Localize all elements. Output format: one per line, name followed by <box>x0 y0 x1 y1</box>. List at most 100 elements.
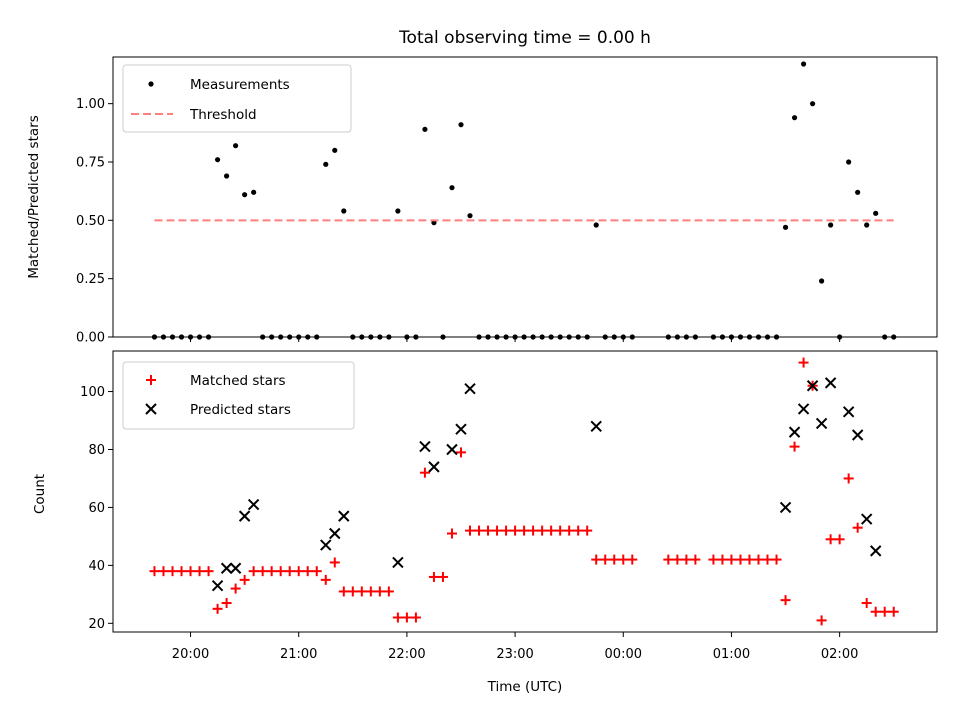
matched-point <box>329 557 340 568</box>
matched-point <box>510 525 521 536</box>
measurement-point <box>855 189 861 195</box>
matched-point <box>546 525 557 536</box>
y-tick-label: 60 <box>88 501 105 516</box>
bottom-axes: Count Time (UTC) 20 40 60 80 100 20:00 21:00 22… <box>32 350 938 695</box>
predicted-point <box>247 498 260 511</box>
measurement-point <box>332 147 338 153</box>
matched-point <box>176 566 187 577</box>
matched-point <box>158 566 169 577</box>
y-tick-label: 0.25 <box>76 272 105 287</box>
x-tick-label: 02:00 <box>821 647 858 662</box>
matched-point <box>735 554 746 565</box>
matched-point <box>555 525 566 536</box>
predicted-point <box>419 440 431 453</box>
matched-point <box>798 357 809 368</box>
x-tick-label: 00:00 <box>605 647 642 662</box>
legend-matched-marker <box>146 375 156 385</box>
matched-point <box>284 566 295 577</box>
matched-point <box>437 571 448 582</box>
matched-point <box>600 554 611 565</box>
x-tick-label: 20:00 <box>172 647 209 662</box>
measurement-point <box>233 143 239 149</box>
matched-point <box>149 566 160 577</box>
predicted-point <box>788 426 801 438</box>
matched-point <box>275 566 286 577</box>
predicted-point <box>428 461 440 473</box>
matched-point <box>212 603 223 614</box>
matched-point <box>302 566 313 577</box>
matched-point <box>564 525 575 536</box>
matched-point <box>365 586 376 597</box>
predicted-point <box>229 562 242 574</box>
measurement-point <box>449 185 455 191</box>
top-axes-frame <box>112 56 938 338</box>
bottom-legend-box <box>122 361 355 430</box>
matched-point <box>681 554 692 565</box>
bottom-axes-frame <box>112 350 938 633</box>
predicted-point <box>455 423 467 435</box>
measurement-point <box>593 222 599 228</box>
matched-point <box>726 554 737 565</box>
bottom-ylabel: Count <box>32 474 48 514</box>
matched-point <box>194 566 205 577</box>
legend-measurements-label: Measurements <box>190 77 290 93</box>
matched-point <box>465 525 476 536</box>
predicted-point <box>392 556 404 569</box>
matched-point <box>519 525 530 536</box>
legend-matched-label: Matched stars <box>190 373 286 389</box>
measurement-point <box>458 122 464 128</box>
matched-point <box>780 595 791 606</box>
bottom-legend: Matched stars Predicted stars <box>122 361 355 430</box>
legend-measurements-marker <box>148 81 154 87</box>
predicted-point <box>220 562 233 574</box>
matched-point <box>609 554 620 565</box>
y-tick-label: 80 <box>88 443 105 458</box>
matched-point <box>888 606 899 617</box>
measurement-point <box>467 213 473 219</box>
matched-point <box>392 612 403 623</box>
matched-point <box>834 534 845 545</box>
matched-point <box>230 583 241 594</box>
matched-point <box>338 586 349 597</box>
matched-point <box>753 554 764 565</box>
predicted-point <box>815 417 828 430</box>
matched-point <box>419 467 430 478</box>
matched-point <box>861 598 872 609</box>
matched-point <box>717 554 728 565</box>
matched-point <box>528 525 539 536</box>
measurement-point <box>242 192 248 198</box>
predicted-point <box>590 420 602 433</box>
matched-point <box>492 525 503 536</box>
predicted-point <box>779 501 792 514</box>
measurement-point <box>819 278 825 284</box>
measurement-point <box>214 157 221 163</box>
predicted-point <box>860 513 873 525</box>
measurement-point <box>846 159 852 165</box>
matched-point <box>870 606 881 617</box>
matched-point <box>474 525 485 536</box>
measurement-point <box>809 101 816 107</box>
matched-point <box>591 554 602 565</box>
legend-predicted-label: Predicted stars <box>190 402 291 418</box>
predicted-point <box>338 510 350 522</box>
matched-point <box>221 598 232 609</box>
x-tick-label: 01:00 <box>713 647 750 662</box>
predicted-point <box>446 443 458 456</box>
matched-point <box>672 554 683 565</box>
y-tick-label: 0.50 <box>76 214 105 229</box>
matched-point <box>537 525 548 536</box>
measurement-point <box>828 222 834 228</box>
matched-point <box>825 534 836 545</box>
y-tick-label: 40 <box>88 559 105 574</box>
matched-point <box>383 586 394 597</box>
predicted-point <box>211 579 224 592</box>
matched-point <box>573 525 584 536</box>
bottom-xlabel: Time (UTC) <box>487 679 563 695</box>
legend-predicted-marker <box>145 403 157 415</box>
legend-threshold-label: Threshold <box>189 107 257 123</box>
top-ylabel: Matched/Predicted stars <box>26 115 42 278</box>
measurement-point <box>782 224 789 230</box>
matched-point <box>816 615 827 626</box>
top-legend-box <box>122 64 352 133</box>
